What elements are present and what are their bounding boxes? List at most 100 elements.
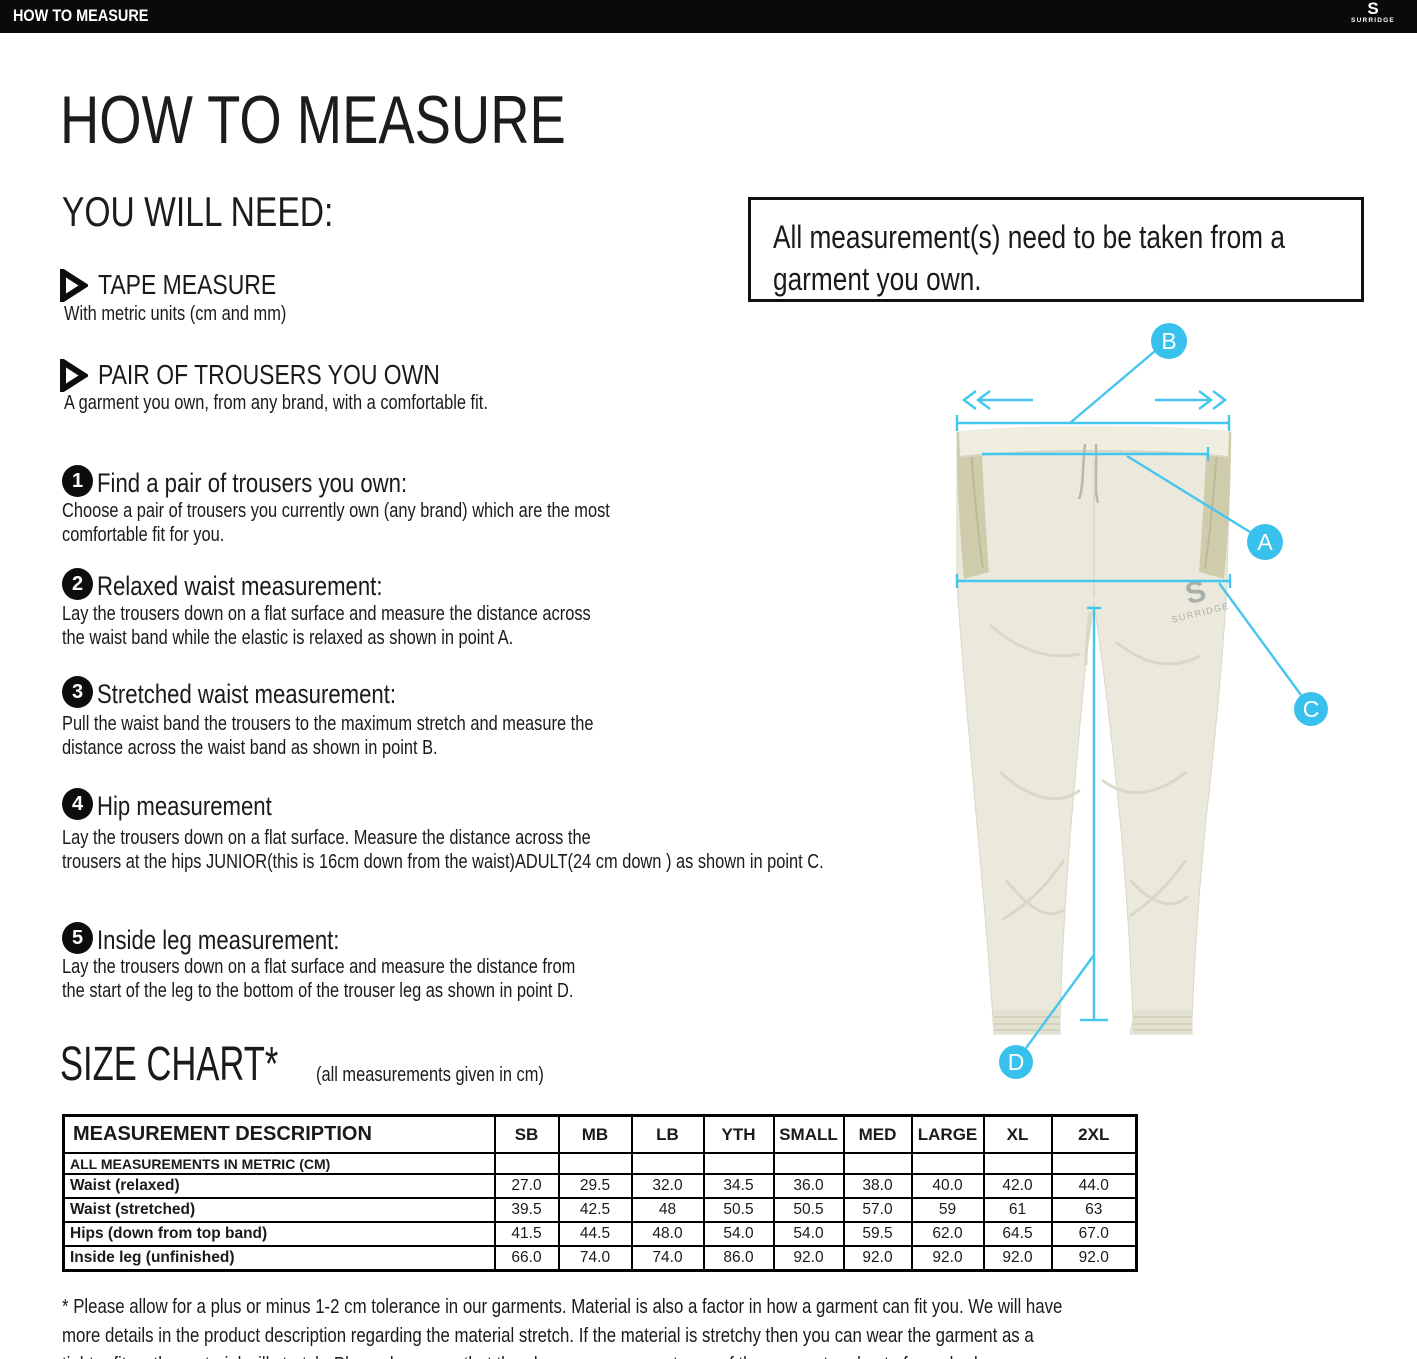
measurement-lines <box>955 350 1302 1049</box>
cell-value: 92.0 <box>842 1245 913 1272</box>
cell-value: 42.0 <box>982 1173 1053 1199</box>
item-trousers-label: PAIR OF TROUSERS YOU OWN <box>98 359 440 390</box>
cell-value: 92.0 <box>982 1245 1053 1272</box>
trouser-body <box>956 426 1232 1035</box>
page-title: HOW TO MEASURE <box>60 82 566 158</box>
cell-value: 39.5 <box>493 1197 560 1223</box>
step-title: Inside leg measurement: <box>97 925 340 955</box>
cell-value: 48.0 <box>630 1221 705 1247</box>
row-label: Waist (stretched) <box>62 1197 496 1223</box>
cell-value: 74.0 <box>557 1245 633 1272</box>
table-header-row: MEASUREMENT DESCRIPTION SB MB LB YTH SMA… <box>62 1114 1138 1154</box>
cell-value: 92.0 <box>772 1245 845 1272</box>
cell-value: 50.5 <box>702 1197 775 1223</box>
cell-value: 92.0 <box>1050 1245 1138 1272</box>
column-header: XL <box>982 1114 1053 1154</box>
cell-value: 40.0 <box>910 1173 985 1199</box>
step-body-line: the waist band while the elastic is rela… <box>62 627 514 649</box>
column-header: SMALL <box>772 1114 845 1154</box>
step-title: Stretched waist measurement: <box>97 679 397 709</box>
trouser-cuffs <box>993 1010 1192 1034</box>
cell-value: 59.5 <box>842 1221 913 1247</box>
table-row: Hips (down from top band) 41.5 44.5 48.0… <box>62 1221 1138 1247</box>
cell-value: 50.5 <box>772 1197 845 1223</box>
marker-a-label: A <box>1257 529 1273 555</box>
column-header: LB <box>630 1114 705 1154</box>
cell-value: 41.5 <box>493 1221 560 1247</box>
cell-value: 66.0 <box>493 1245 560 1272</box>
cell-value: 44.5 <box>557 1221 633 1247</box>
note-box-line: garment you own. <box>773 261 982 297</box>
cell-value: 59 <box>910 1197 985 1223</box>
cell-value: 63 <box>1050 1197 1138 1223</box>
step-number-badge: 5 <box>62 922 93 954</box>
trousers-measurement-diagram: S SURRIDGE B A C <box>955 323 1328 1079</box>
step-body-line: Pull the waist band the trousers to the … <box>62 713 594 735</box>
step-body-line: Lay the trousers down on a flat surface … <box>62 956 576 978</box>
marker-b-label: B <box>1161 328 1176 354</box>
cell-value: 54.0 <box>702 1221 775 1247</box>
row-label: Inside leg (unfinished) <box>62 1245 496 1272</box>
triangle-bullet-icon <box>60 269 88 302</box>
step-title: Hip measurement <box>97 791 272 821</box>
footnote-line: * Please allow for a plus or minus 1-2 c… <box>62 1295 1063 1318</box>
row-label: Waist (relaxed) <box>62 1173 496 1199</box>
cell-value: 34.5 <box>702 1173 775 1199</box>
cell-value: 64.5 <box>982 1221 1053 1247</box>
table-metric-row: ALL MEASUREMENTS IN METRIC (CM) <box>62 1152 1138 1175</box>
top-bar: HOW TO MEASURE S SURRIDGE <box>0 0 1417 33</box>
marker-d-label: D <box>1008 1049 1025 1075</box>
cell-value: 42.5 <box>557 1197 633 1223</box>
column-header: MED <box>842 1114 913 1154</box>
marker-a-circle <box>1247 524 1283 560</box>
note-box-line: All measurement(s) need to be taken from… <box>773 219 1285 255</box>
column-header: MEASUREMENT DESCRIPTION <box>62 1114 496 1154</box>
column-header: YTH <box>702 1114 775 1154</box>
footnote-line: more details in the product description … <box>62 1324 1034 1347</box>
step-title: Find a pair of trousers you own: <box>97 468 408 498</box>
marker-c-label: C <box>1303 696 1320 722</box>
drawstring <box>1077 443 1087 500</box>
cell-value: 74.0 <box>630 1245 705 1272</box>
surridge-logo: S SURRIDGE <box>1337 0 1409 25</box>
measurement-markers: B A C D <box>999 323 1328 1079</box>
step-body-line: comfortable fit for you. <box>62 524 225 546</box>
surridge-logo-icon: S <box>1367 0 1379 18</box>
cell-value: 29.5 <box>557 1173 633 1199</box>
you-will-need-heading: YOU WILL NEED: <box>62 188 334 235</box>
item-trousers-sub: A garment you own, from any brand, with … <box>64 392 488 414</box>
note-box: All measurement(s) need to be taken from… <box>748 197 1364 302</box>
marker-b-circle <box>1151 323 1187 359</box>
step-body-line: trousers at the hips JUNIOR(this is 16cm… <box>62 851 824 873</box>
stretch-arrow-left-icon <box>962 390 1033 410</box>
stretch-arrow-right-icon <box>1155 390 1227 410</box>
triangle-bullet-icon <box>60 359 88 392</box>
step-body-line: Lay the trousers down on a flat surface … <box>62 603 591 625</box>
cell-value: 67.0 <box>1050 1221 1138 1247</box>
cell-value: 48 <box>630 1197 705 1223</box>
cell-value: 44.0 <box>1050 1173 1138 1199</box>
column-header: SB <box>493 1114 560 1154</box>
step-body-line: Choose a pair of trousers you currently … <box>62 500 610 522</box>
cell-value: 62.0 <box>910 1221 985 1247</box>
size-chart-heading: SIZE CHART* <box>60 1038 279 1091</box>
step-body-line: distance across the waist band as shown … <box>62 737 438 759</box>
marker-c-circle <box>1294 692 1328 726</box>
step-title: Relaxed waist measurement: <box>97 571 383 601</box>
top-bar-title: HOW TO MEASURE <box>13 6 149 25</box>
step-number-badge: 1 <box>62 465 93 497</box>
row-label: Hips (down from top band) <box>62 1221 496 1247</box>
column-header: LARGE <box>910 1114 985 1154</box>
table-row: Waist (relaxed) 27.0 29.5 32.0 34.5 36.0… <box>62 1173 1138 1199</box>
item-tape-measure-label: TAPE MEASURE <box>98 269 277 300</box>
size-chart-subtitle: (all measurements given in cm) <box>316 1064 544 1086</box>
column-header: 2XL <box>1050 1114 1138 1154</box>
cell-value: 36.0 <box>772 1173 845 1199</box>
trouser-waistband <box>959 425 1229 457</box>
step-number-badge: 4 <box>62 788 93 820</box>
cell-value: 32.0 <box>630 1173 705 1199</box>
metric-note: ALL MEASUREMENTS IN METRIC (CM) <box>62 1152 496 1175</box>
footnote-line: tighter fit as the material will stretch… <box>62 1350 990 1359</box>
cell-value: 57.0 <box>842 1197 913 1223</box>
